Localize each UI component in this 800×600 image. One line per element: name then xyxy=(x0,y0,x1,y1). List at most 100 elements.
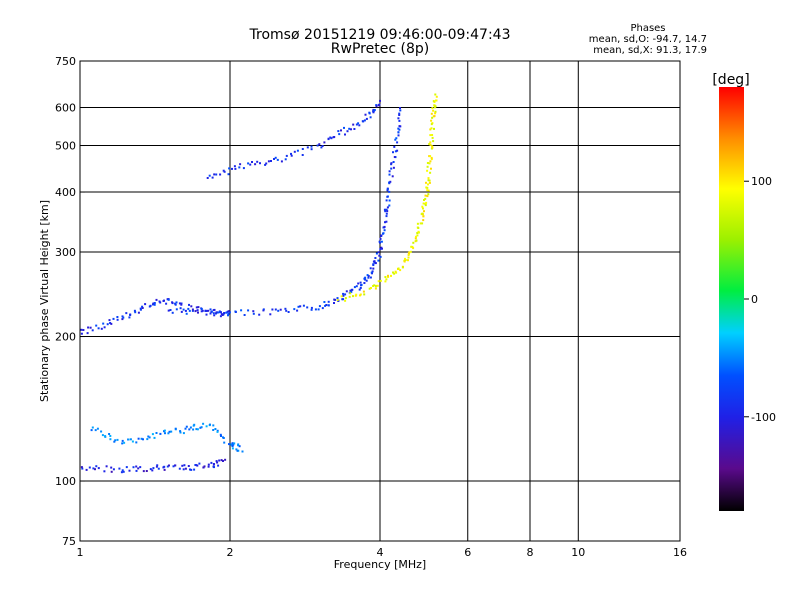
data-point xyxy=(190,468,193,471)
data-point xyxy=(427,179,430,182)
data-point xyxy=(213,173,216,176)
data-point xyxy=(109,438,112,441)
data-point xyxy=(192,428,195,431)
data-point xyxy=(174,427,177,430)
data-point xyxy=(425,201,428,204)
data-point xyxy=(89,326,92,329)
data-point xyxy=(163,465,166,468)
data-point xyxy=(129,438,132,441)
data-point xyxy=(373,109,376,111)
data-point xyxy=(164,432,166,435)
data-point xyxy=(369,267,372,270)
data-point xyxy=(270,160,272,162)
chart-title: Tromsø 20151219 09:46:00-09:47:43 xyxy=(249,27,511,43)
data-point xyxy=(407,252,410,254)
data-point xyxy=(392,271,394,274)
data-point xyxy=(200,426,203,429)
data-point xyxy=(396,141,399,144)
data-point xyxy=(310,306,313,309)
data-point xyxy=(92,467,95,470)
data-point xyxy=(215,311,218,314)
data-point xyxy=(179,431,182,434)
data-point xyxy=(197,311,199,314)
data-point xyxy=(369,276,372,279)
data-point xyxy=(359,281,362,284)
data-point xyxy=(430,156,433,159)
data-point xyxy=(121,315,124,318)
data-point xyxy=(317,308,320,311)
data-point xyxy=(106,323,109,326)
data-point xyxy=(383,229,386,232)
data-point xyxy=(419,222,422,225)
data-point xyxy=(398,128,401,131)
data-point xyxy=(397,127,400,130)
data-point xyxy=(159,432,162,435)
data-point xyxy=(91,426,94,429)
data-point xyxy=(114,439,117,442)
data-point xyxy=(100,327,103,330)
data-point xyxy=(334,298,337,301)
data-point xyxy=(128,469,131,472)
x-tick-label: 16 xyxy=(673,546,687,559)
data-point xyxy=(179,307,182,310)
data-point xyxy=(205,313,208,316)
data-point xyxy=(80,332,83,335)
data-point xyxy=(429,171,432,174)
data-point xyxy=(227,312,230,315)
axis-ticks: 1 2 4 6 8 10 16 75 100 200 300 400 500 600 750 xyxy=(55,55,687,559)
data-point xyxy=(403,260,406,263)
data-point xyxy=(364,276,367,279)
data-point xyxy=(247,309,250,312)
data-point xyxy=(376,284,379,287)
data-point xyxy=(216,430,219,433)
data-point xyxy=(353,128,356,130)
data-point xyxy=(434,93,437,96)
data-point xyxy=(344,293,347,296)
data-point xyxy=(123,441,126,444)
data-point xyxy=(147,435,150,438)
data-point xyxy=(417,230,420,233)
data-point xyxy=(170,430,173,433)
data-point xyxy=(428,181,431,184)
data-point xyxy=(435,95,438,98)
data-point xyxy=(118,467,121,470)
data-point xyxy=(243,314,246,316)
data-point xyxy=(219,315,222,318)
data-point xyxy=(205,425,208,428)
data-point xyxy=(262,308,265,311)
data-point xyxy=(155,432,158,434)
data-point xyxy=(372,267,375,270)
data-point xyxy=(323,141,326,144)
data-point xyxy=(139,307,142,310)
data-point xyxy=(396,149,399,152)
data-point xyxy=(144,303,147,306)
data-point xyxy=(388,204,391,207)
x-tick-label: 10 xyxy=(571,546,585,559)
data-point xyxy=(139,466,142,469)
data-point xyxy=(97,327,100,330)
data-point xyxy=(116,316,119,318)
data-point xyxy=(351,288,354,291)
data-point xyxy=(234,311,237,313)
data-point xyxy=(333,302,335,304)
data-point xyxy=(103,326,106,329)
data-point xyxy=(296,309,299,312)
data-point xyxy=(252,310,255,313)
data-point xyxy=(425,186,428,189)
data-point xyxy=(265,162,268,165)
data-point xyxy=(227,314,229,317)
data-point xyxy=(414,237,417,240)
data-point xyxy=(226,310,229,313)
data-point xyxy=(310,145,313,148)
data-point xyxy=(397,134,400,137)
data-point xyxy=(210,310,213,313)
data-point xyxy=(362,120,365,123)
data-point xyxy=(433,115,436,118)
data-point xyxy=(393,272,396,275)
data-point xyxy=(224,458,227,461)
data-point xyxy=(132,466,135,469)
data-point xyxy=(217,464,220,467)
data-point xyxy=(234,167,237,170)
data-point xyxy=(348,127,351,130)
data-point xyxy=(236,449,239,452)
